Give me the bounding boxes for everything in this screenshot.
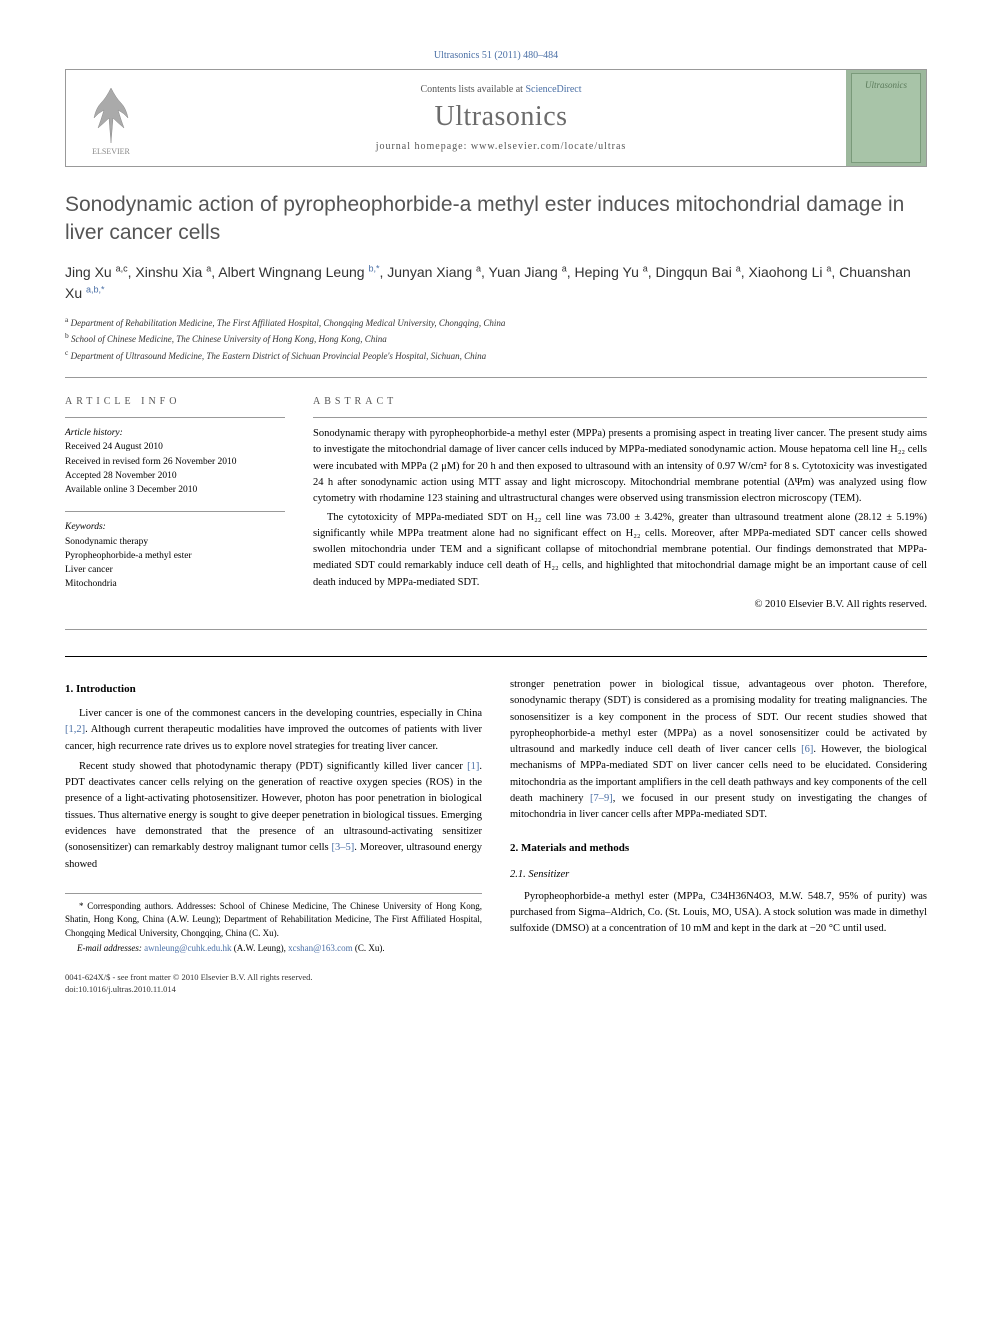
issn-line: 0041-624X/$ - see front matter © 2010 El… xyxy=(65,972,927,984)
intro-paragraph-1: Liver cancer is one of the commonest can… xyxy=(65,706,482,755)
article-history: Article history: Received 24 August 2010… xyxy=(65,426,285,497)
reference-link[interactable]: [3–5] xyxy=(332,842,355,853)
affiliations: a Department of Rehabilitation Medicine,… xyxy=(65,314,927,379)
history-accepted: Accepted 28 November 2010 xyxy=(65,469,285,483)
body-right-column: stronger penetration power in biological… xyxy=(510,677,927,958)
reference-link[interactable]: [1] xyxy=(467,761,479,772)
history-label: Article history: xyxy=(65,426,285,440)
intro-paragraph-2: Recent study showed that photodynamic th… xyxy=(65,759,482,873)
journal-cover-thumbnail: Ultrasonics xyxy=(851,73,921,163)
page-footer: 0041-624X/$ - see front matter © 2010 El… xyxy=(65,972,927,996)
affiliation-a: Department of Rehabilitation Medicine, T… xyxy=(71,318,506,328)
homepage-prefix: journal homepage: xyxy=(376,141,471,152)
article-title: Sonodynamic action of pyropheophorbide-a… xyxy=(65,191,927,248)
article-info-column: ARTICLE INFO Article history: Received 2… xyxy=(65,396,285,613)
journal-header-box: ELSEVIER Contents lists available at Sci… xyxy=(65,69,927,167)
abstract-label: ABSTRACT xyxy=(313,396,927,407)
body-left-column: 1. Introduction Liver cancer is one of t… xyxy=(65,677,482,958)
keywords-block: Keywords: Sonodynamic therapy Pyropheoph… xyxy=(65,520,285,591)
journal-header-center: Contents lists available at ScienceDirec… xyxy=(156,70,846,166)
keywords-label: Keywords: xyxy=(65,520,285,534)
email-link[interactable]: xcshan@163.com xyxy=(288,943,353,953)
affiliation-c: Department of Ultrasound Medicine, The E… xyxy=(71,351,487,361)
journal-homepage: journal homepage: www.elsevier.com/locat… xyxy=(376,141,627,152)
keyword-item: Sonodynamic therapy xyxy=(65,535,285,549)
reference-link[interactable]: [1,2] xyxy=(65,724,85,735)
doi-line: doi:10.1016/j.ultras.2010.11.014 xyxy=(65,984,927,996)
abstract-p2: The cytotoxicity of MPPa-mediated SDT on… xyxy=(313,510,927,591)
history-online: Available online 3 December 2010 xyxy=(65,483,285,497)
author-list: Jing Xu a,c, Xinshu Xia a, Albert Wingna… xyxy=(65,262,927,304)
materials-heading: 2. Materials and methods xyxy=(510,840,927,857)
history-received: Received 24 August 2010 xyxy=(65,440,285,454)
email-addresses: E-mail addresses: awnleung@cuhk.edu.hk (… xyxy=(65,942,482,956)
publisher-logo-cell: ELSEVIER xyxy=(66,70,156,166)
sciencedirect-link[interactable]: ScienceDirect xyxy=(525,84,581,95)
reference-link[interactable]: [6] xyxy=(801,744,813,755)
corresponding-authors-note: * Corresponding authors. Addresses: Scho… xyxy=(65,900,482,941)
reference-link[interactable]: [7–9] xyxy=(590,793,613,804)
intro-continued: stronger penetration power in biological… xyxy=(510,677,927,823)
body-two-column: 1. Introduction Liver cancer is one of t… xyxy=(65,677,927,958)
journal-cover-cell: Ultrasonics xyxy=(846,70,926,166)
homepage-url[interactable]: www.elsevier.com/locate/ultras xyxy=(471,141,626,152)
footnotes: * Corresponding authors. Addresses: Scho… xyxy=(65,893,482,956)
abstract-p1: Sonodynamic therapy with pyropheophorbid… xyxy=(313,426,927,507)
journal-citation: Ultrasonics 51 (2011) 480–484 xyxy=(65,50,927,61)
abstract-text: Sonodynamic therapy with pyropheophorbid… xyxy=(313,426,927,613)
intro-heading: 1. Introduction xyxy=(65,681,482,698)
abstract-copyright: © 2010 Elsevier B.V. All rights reserved… xyxy=(313,597,927,613)
email-link[interactable]: awnleung@cuhk.edu.hk xyxy=(144,943,231,953)
journal-name: Ultrasonics xyxy=(434,101,567,133)
keyword-item: Liver cancer xyxy=(65,563,285,577)
keyword-item: Pyropheophorbide-a methyl ester xyxy=(65,549,285,563)
contents-prefix: Contents lists available at xyxy=(420,84,525,95)
keyword-item: Mitochondria xyxy=(65,577,285,591)
abstract-column: ABSTRACT Sonodynamic therapy with pyroph… xyxy=(313,396,927,613)
history-revised: Received in revised form 26 November 201… xyxy=(65,455,285,469)
sensitizer-heading: 2.1. Sensitizer xyxy=(510,867,927,883)
article-info-label: ARTICLE INFO xyxy=(65,396,285,407)
affiliation-b: School of Chinese Medicine, The Chinese … xyxy=(71,334,387,344)
section-divider xyxy=(65,656,927,657)
elsevier-tree-logo: ELSEVIER xyxy=(76,78,146,158)
email-label: E-mail addresses: xyxy=(77,943,144,953)
sensitizer-paragraph: Pyropheophorbide-a methyl ester (MPPa, C… xyxy=(510,889,927,938)
svg-text:ELSEVIER: ELSEVIER xyxy=(92,147,130,156)
contents-list-text: Contents lists available at ScienceDirec… xyxy=(420,84,581,95)
